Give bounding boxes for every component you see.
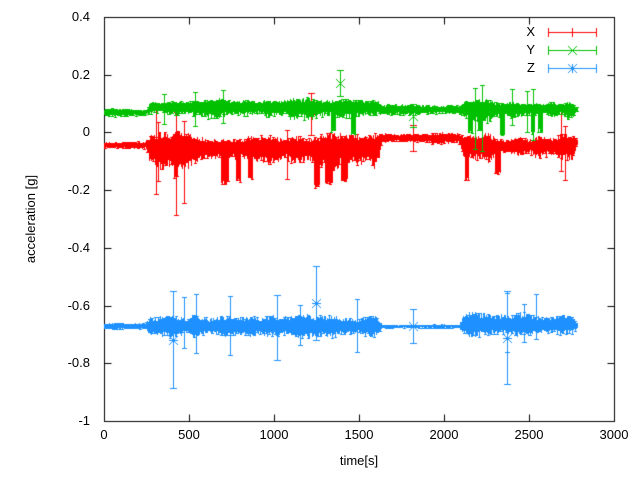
x-axis-title: time[s] (339, 453, 379, 468)
y-tick-label: -0.6 (67, 298, 90, 313)
y-tick-label: -0.2 (67, 182, 90, 197)
x-tick-label: 500 (178, 427, 200, 442)
y-tick-label: 0.4 (71, 9, 90, 24)
y-tick-label: -0.4 (67, 240, 90, 255)
y-tick-label: -0.8 (67, 355, 90, 370)
legend-label-y: Y (526, 42, 535, 57)
x-tick-label: 2000 (429, 427, 459, 442)
y-tick-label: 0.2 (71, 67, 90, 82)
x-tick-label: 1500 (344, 427, 374, 442)
legend-label-x: X (526, 24, 535, 39)
x-tick-label: 3000 (599, 427, 629, 442)
legend-label-z: Z (527, 60, 535, 75)
x-tick-label: 1000 (259, 427, 289, 442)
x-tick-label: 0 (100, 427, 108, 442)
y-tick-label: 0 (82, 124, 90, 139)
x-tick-label: 2500 (514, 427, 544, 442)
y-tick-label: -1 (78, 413, 90, 428)
y-axis-title: acceleration [g] (23, 174, 38, 264)
